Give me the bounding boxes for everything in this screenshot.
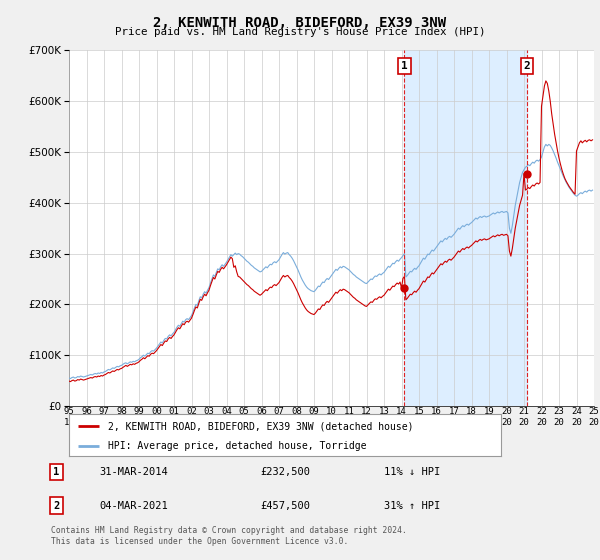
Text: 31-MAR-2014: 31-MAR-2014 — [100, 467, 168, 477]
Text: 2, KENWITH ROAD, BIDEFORD, EX39 3NW (detached house): 2, KENWITH ROAD, BIDEFORD, EX39 3NW (det… — [108, 421, 413, 431]
Text: 1: 1 — [401, 61, 408, 71]
Text: 2: 2 — [524, 61, 530, 71]
Text: Price paid vs. HM Land Registry's House Price Index (HPI): Price paid vs. HM Land Registry's House … — [115, 27, 485, 37]
Text: 1: 1 — [53, 467, 59, 477]
Text: £457,500: £457,500 — [260, 501, 310, 511]
Text: 2: 2 — [53, 501, 59, 511]
Text: 04-MAR-2021: 04-MAR-2021 — [100, 501, 168, 511]
Text: £232,500: £232,500 — [260, 467, 310, 477]
Text: HPI: Average price, detached house, Torridge: HPI: Average price, detached house, Torr… — [108, 441, 367, 451]
Text: 31% ↑ HPI: 31% ↑ HPI — [384, 501, 440, 511]
Text: 2, KENWITH ROAD, BIDEFORD, EX39 3NW: 2, KENWITH ROAD, BIDEFORD, EX39 3NW — [154, 16, 446, 30]
Bar — [404, 50, 527, 406]
Text: Contains HM Land Registry data © Crown copyright and database right 2024.
This d: Contains HM Land Registry data © Crown c… — [51, 526, 407, 546]
Text: 11% ↓ HPI: 11% ↓ HPI — [384, 467, 440, 477]
